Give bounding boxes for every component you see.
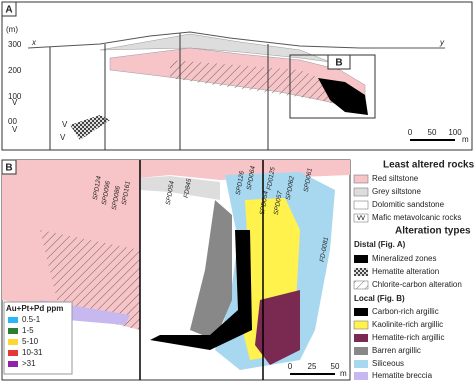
legend-item: Chlorite-carbon alteration (372, 280, 462, 289)
drill-hole: SPD062 (285, 175, 296, 200)
drill-hole: SPD057 (273, 190, 284, 215)
legend-item: Kaolinite-rich argillic (372, 320, 443, 329)
scale-tick: 50 (331, 362, 340, 371)
rock-mark: V (12, 98, 18, 107)
grade-class: 5-10 (22, 337, 39, 346)
unit: (m) (6, 25, 18, 34)
scale-tick: 0 (408, 128, 413, 137)
rock-mark: V (62, 120, 68, 129)
panel-a: A (m) x y 300 200 100 00 B V V V V 0 50 … (1, 1, 473, 151)
legend-item: Barren argillic (372, 346, 421, 355)
legend-title: Alteration types (395, 226, 471, 237)
section-end: y (439, 38, 445, 47)
rock-mark: V (60, 133, 66, 142)
elevation-label: 200 (8, 66, 22, 75)
elevation-label: 300 (8, 40, 22, 49)
elevation-label: 00 (8, 117, 17, 126)
legend-item: Mineralized zones (372, 254, 436, 263)
drill-hole: SPD061 (303, 167, 314, 192)
drill-hole: SPD126 (235, 170, 246, 195)
scale-unit: m (462, 135, 469, 144)
legend-subtitle: Local (Fig. B) (354, 294, 405, 303)
legend-item: Grey siltstone (372, 187, 421, 196)
scale-tick: 0 (288, 362, 293, 371)
panel-label: A (5, 5, 12, 16)
elevation-label: 100 (8, 92, 22, 101)
legend-item: Carbon-rich argillic (372, 307, 439, 316)
drill-hole: SPD054 (165, 180, 176, 205)
rock-mark: V (12, 125, 18, 134)
drill-hole: SPD161 (121, 180, 132, 205)
drill-hole: FD-0081 (319, 236, 330, 262)
panel-label: B (5, 163, 12, 174)
drill-hole: SPD054 (259, 190, 270, 215)
grade-legend: Au+Pt+Pd ppm 0.5-1 1-5 5-10 10-31 >31 (3, 301, 73, 375)
grade-class: 0.5-1 (22, 315, 41, 324)
legend-title: Least altered rocks (383, 160, 474, 171)
section-end: x (31, 38, 37, 47)
drill-hole: SPD086 (111, 185, 122, 210)
drill-hole: FD0125 (266, 166, 277, 190)
legend-item: Hematite breccia (372, 371, 433, 380)
scale-tick: 25 (308, 362, 317, 371)
legend-item: Hematite-rich argillic (372, 333, 444, 342)
drill-hole-labels: SPD124 SPD096 SPD086 SPD161 SPD054 FD845… (92, 165, 330, 262)
drill-hole: SPD124 (92, 175, 103, 200)
inset-label: B (335, 58, 342, 69)
grade-class: 10-31 (22, 348, 43, 357)
legend-item: Siliceous (372, 359, 404, 368)
svg-text:vv: vv (357, 213, 365, 222)
drill-hole: SPD064 (246, 165, 257, 190)
grade-class: >31 (22, 359, 36, 368)
drill-hole: SPD096 (101, 180, 112, 205)
scale-unit: m (340, 369, 347, 378)
scale-tick: 50 (428, 128, 437, 137)
legend-item: Mafic metavolcanic rocks (372, 213, 461, 222)
drill-hole: FD845 (183, 178, 193, 199)
panel-b: B SPD124 SPD096 SPD086 SPD161 SPD054 FD8… (1, 159, 351, 381)
grade-legend-title: Au+Pt+Pd ppm (6, 304, 63, 313)
legend-subtitle: Distal (Fig. A) (354, 240, 406, 249)
grade-class: 1-5 (22, 326, 34, 335)
legend: Least altered rocks Red siltstone Grey s… (353, 160, 474, 380)
legend-item: Hematite alteration (372, 267, 439, 276)
scale-tick: 100 (448, 128, 462, 137)
legend-item: Red siltstone (372, 174, 419, 183)
legend-item: Dolomitic sandstone (372, 200, 445, 209)
